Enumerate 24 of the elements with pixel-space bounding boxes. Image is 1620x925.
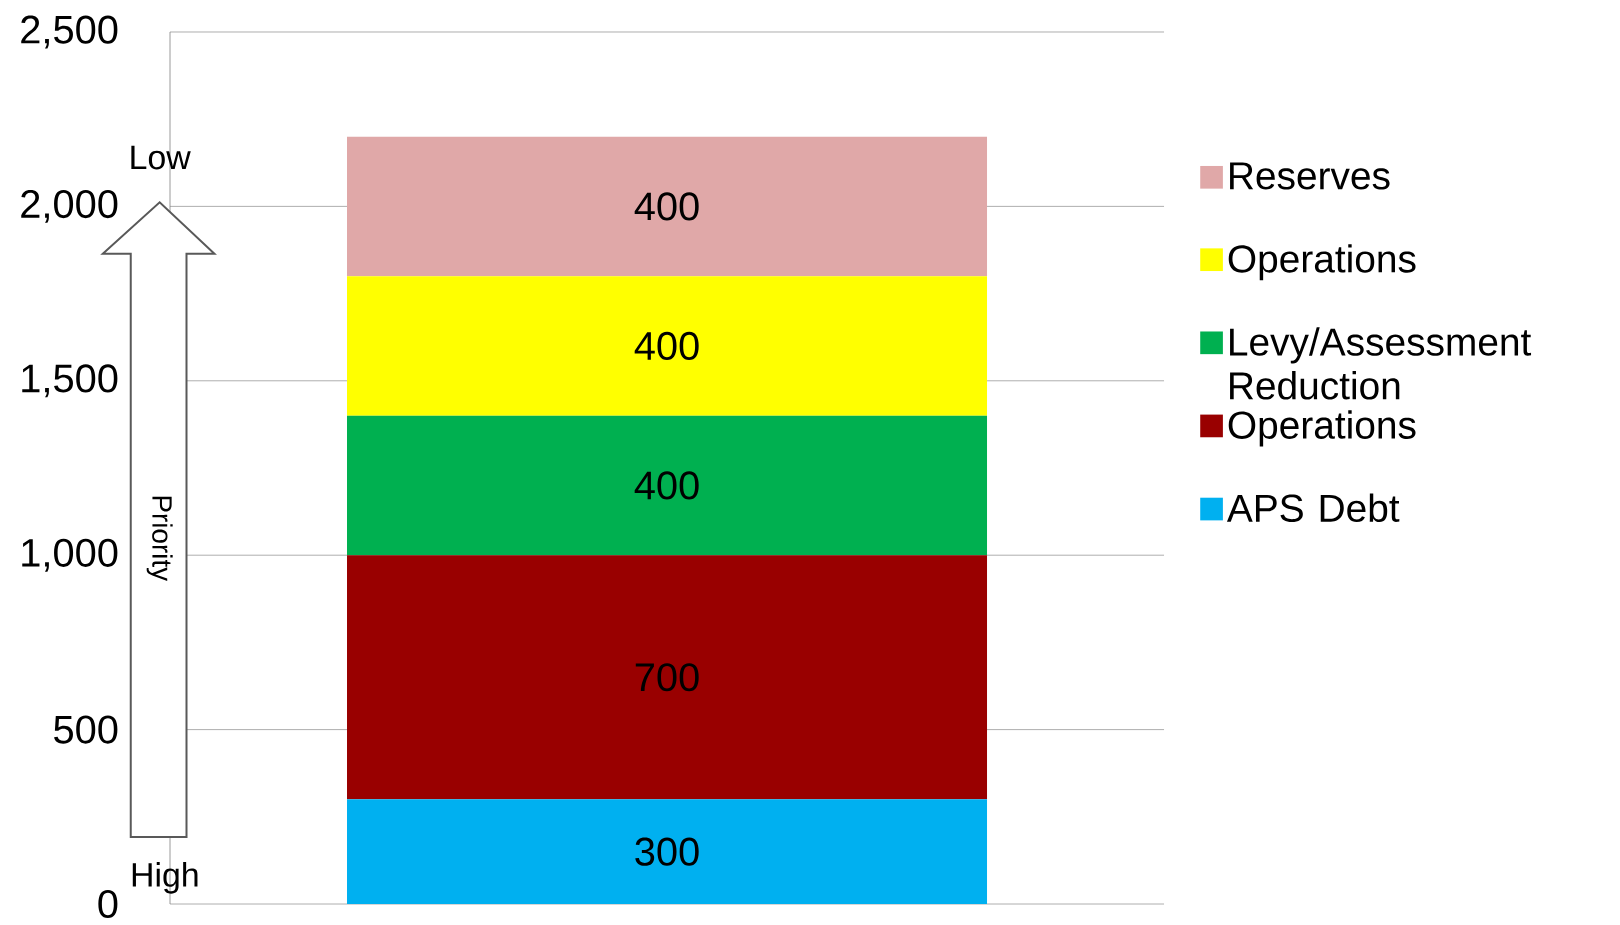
- bar: [347, 799, 988, 905]
- data-label: 400: [634, 331, 699, 361]
- legend-label: APS Debt: [1226, 493, 1400, 523]
- y-tick-label: 2,000: [21, 190, 118, 223]
- legend-label: Operations: [1228, 410, 1416, 447]
- text: Low: [131, 145, 191, 170]
- bar: [347, 415, 988, 556]
- legend-label: Reserves: [1230, 162, 1390, 190]
- data-label: 400: [634, 471, 699, 500]
- bar: [347, 136, 988, 277]
- data-label: 400: [634, 192, 699, 221]
- bar: [347, 276, 988, 416]
- y-tick-label: 1,000: [22, 538, 118, 572]
- y-tick-label: 0: [98, 890, 118, 919]
- text: Priority: [146, 496, 173, 582]
- data-label: 700: [635, 663, 699, 692]
- bar: [347, 555, 988, 800]
- y-tick-label: 1,500: [22, 364, 118, 398]
- legend-label: Levy/Assessment Reduction: [1230, 327, 1532, 400]
- text: High: [132, 862, 198, 894]
- data-label: 300: [635, 837, 699, 866]
- y-tick-label: 2,500: [21, 15, 118, 49]
- legend-label: Operations: [1228, 244, 1416, 281]
- y-tick-label: 500: [54, 715, 118, 744]
